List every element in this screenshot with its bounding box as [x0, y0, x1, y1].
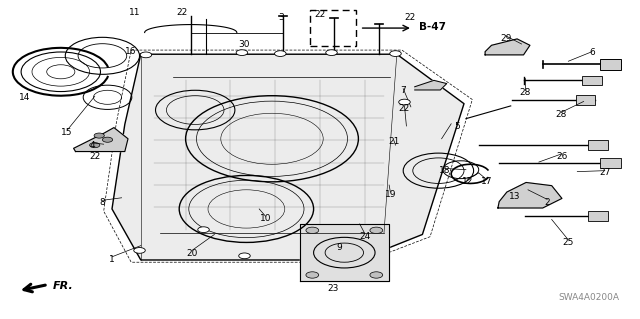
- Circle shape: [90, 143, 100, 148]
- Text: 4: 4: [90, 141, 95, 150]
- Circle shape: [134, 248, 145, 253]
- Text: 12: 12: [461, 177, 473, 186]
- Text: B-47: B-47: [419, 22, 446, 32]
- Text: 28: 28: [556, 110, 567, 119]
- Bar: [600, 59, 621, 70]
- Text: 23: 23: [327, 284, 339, 293]
- Circle shape: [102, 137, 113, 142]
- Text: 17: 17: [481, 177, 492, 186]
- Text: 18: 18: [439, 166, 451, 175]
- Text: 30: 30: [239, 40, 250, 49]
- Bar: [600, 158, 621, 168]
- Circle shape: [370, 272, 383, 278]
- Polygon shape: [74, 128, 128, 152]
- Text: 22: 22: [177, 8, 188, 17]
- Bar: [582, 76, 602, 85]
- Polygon shape: [415, 80, 447, 90]
- Text: 9: 9: [337, 243, 342, 252]
- Circle shape: [236, 50, 248, 56]
- Text: 11: 11: [129, 8, 140, 17]
- Text: 14: 14: [19, 93, 30, 102]
- Text: 25: 25: [563, 238, 574, 247]
- Text: 13: 13: [509, 192, 521, 201]
- Text: 3: 3: [279, 13, 284, 22]
- Text: 7: 7: [401, 86, 406, 95]
- Text: 27: 27: [599, 168, 611, 177]
- Text: 22: 22: [314, 10, 326, 19]
- Text: 1: 1: [109, 256, 115, 264]
- Circle shape: [94, 133, 104, 138]
- Bar: [588, 211, 608, 221]
- Polygon shape: [498, 182, 562, 208]
- Text: 22: 22: [404, 13, 415, 22]
- Circle shape: [326, 50, 337, 56]
- Bar: [588, 140, 608, 150]
- Bar: [310, 10, 356, 46]
- Text: 10: 10: [260, 214, 271, 223]
- Circle shape: [390, 51, 401, 56]
- Text: SWA4A0200A: SWA4A0200A: [558, 293, 620, 302]
- Text: 20: 20: [186, 249, 198, 258]
- Circle shape: [239, 253, 250, 259]
- Text: 16: 16: [125, 47, 137, 56]
- Text: 5: 5: [455, 122, 460, 130]
- Circle shape: [275, 51, 286, 56]
- Text: 26: 26: [556, 152, 568, 161]
- Bar: [576, 95, 595, 105]
- Circle shape: [306, 272, 319, 278]
- Text: 21: 21: [388, 137, 399, 146]
- Text: 28: 28: [519, 88, 531, 97]
- Polygon shape: [112, 54, 464, 260]
- Circle shape: [370, 227, 383, 234]
- Text: FR.: FR.: [52, 281, 73, 291]
- Text: 2: 2: [545, 198, 550, 207]
- Circle shape: [306, 227, 319, 234]
- Polygon shape: [485, 39, 530, 55]
- Text: 24: 24: [359, 232, 371, 241]
- Polygon shape: [300, 224, 389, 281]
- Circle shape: [399, 99, 410, 105]
- Text: 15: 15: [61, 128, 73, 137]
- Text: 6: 6: [589, 48, 595, 57]
- Circle shape: [140, 52, 152, 58]
- Text: 8: 8: [100, 198, 105, 207]
- Text: 19: 19: [385, 190, 396, 199]
- Text: 22: 22: [89, 152, 100, 161]
- Circle shape: [198, 227, 209, 233]
- Text: 22: 22: [399, 104, 410, 113]
- Text: 29: 29: [500, 34, 511, 43]
